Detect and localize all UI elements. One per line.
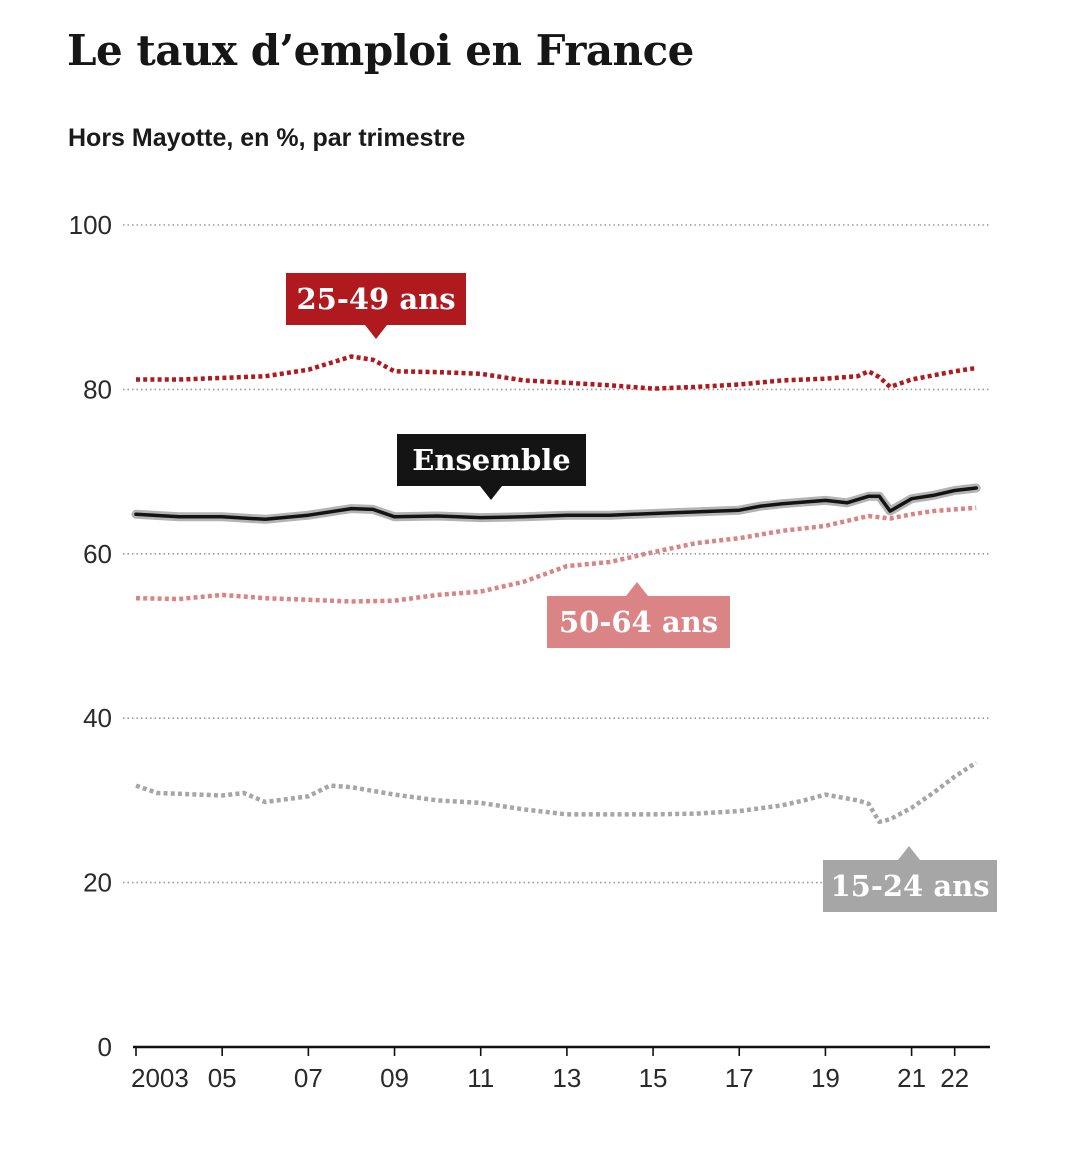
y-tick-label-80: 80 xyxy=(83,374,112,404)
series-line-25-49-ans xyxy=(136,354,977,391)
y-tick-label-0: 0 xyxy=(98,1032,112,1062)
series-label-pointer xyxy=(898,846,920,860)
series-label-25-49-ans: 25-49 ans xyxy=(286,273,466,339)
x-tick-label-22: 22 xyxy=(940,1063,969,1093)
series-label-text: 25-49 ans xyxy=(296,282,455,316)
x-tick-label-05: 05 xyxy=(208,1063,237,1093)
gridlines xyxy=(123,224,990,884)
series-labels: 25-49 ans Ensemble 50-64 ans 15-24 ans xyxy=(286,273,997,912)
series-label-box xyxy=(286,273,466,325)
series-line-15-24-ans xyxy=(135,760,978,825)
chart-title: Le taux d’emploi en France xyxy=(67,26,694,75)
x-tick-label-15: 15 xyxy=(639,1063,668,1093)
x-tick-label-07: 07 xyxy=(294,1063,323,1093)
y-tick-label-40: 40 xyxy=(83,703,112,733)
series-label-text: 50-64 ans xyxy=(559,605,718,639)
x-tick-label-17: 17 xyxy=(725,1063,754,1093)
x-tick-label-13: 13 xyxy=(552,1063,581,1093)
y-tick-label-60: 60 xyxy=(83,539,112,569)
series-lines xyxy=(131,354,981,825)
x-axis: 2003 05 07 09 11 13 15 17 19 21 22 xyxy=(131,1045,990,1093)
chart-subtitle: Hors Mayotte, en %, par trimestre xyxy=(68,124,466,152)
series-line-50-64-ans xyxy=(135,505,977,604)
series-label-box xyxy=(823,860,997,912)
series-label-text: 15-24 ans xyxy=(830,869,989,903)
series-label-text: Ensemble xyxy=(412,443,570,477)
series-label-50-64-ans: 50-64 ans xyxy=(547,582,730,648)
series-line-ensemble xyxy=(134,486,978,522)
series-label-15-24-ans: 15-24 ans xyxy=(823,846,997,912)
series-label-pointer xyxy=(626,582,648,596)
x-tick-label-09: 09 xyxy=(380,1063,409,1093)
x-tick-label-19: 19 xyxy=(811,1063,840,1093)
series-label-box xyxy=(547,596,730,648)
x-tick-label-21: 21 xyxy=(897,1063,926,1093)
x-tick-label-2003: 2003 xyxy=(131,1063,189,1093)
y-axis-ticks: 0 20 40 60 80 100 xyxy=(69,210,112,1062)
y-tick-label-20: 20 xyxy=(83,868,112,898)
series-label-box xyxy=(397,434,586,486)
series-label-ensemble: Ensemble xyxy=(397,434,586,500)
series-label-pointer xyxy=(365,325,387,339)
x-tick-label-11: 11 xyxy=(467,1063,494,1093)
y-tick-label-100: 100 xyxy=(69,210,112,240)
series-label-pointer xyxy=(480,486,502,500)
